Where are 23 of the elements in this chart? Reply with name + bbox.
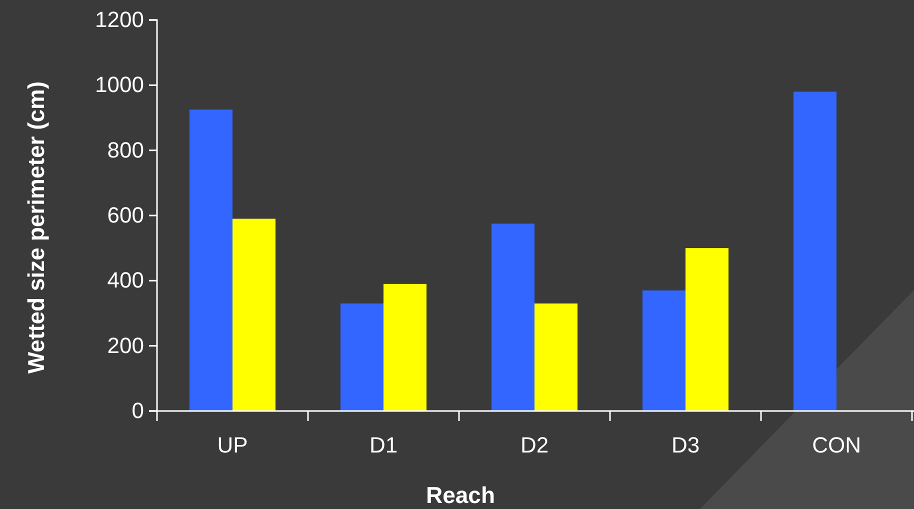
y-tick-label: 200 <box>107 332 144 358</box>
bar <box>492 224 534 411</box>
y-tick-label: 1000 <box>95 72 144 98</box>
bar <box>686 248 728 411</box>
x-tick-label: D1 <box>369 432 398 458</box>
bar <box>642 290 686 411</box>
x-tick-label: D3 <box>671 432 700 458</box>
x-tick-label: UP <box>217 432 248 458</box>
bar <box>384 284 426 411</box>
x-tick-label: D2 <box>520 432 549 458</box>
y-tick-label: 0 <box>132 398 144 424</box>
x-axis-title: Reach <box>426 482 496 508</box>
y-tick-label: 800 <box>107 137 144 162</box>
y-tick-label: 600 <box>107 202 144 228</box>
bar <box>534 303 578 411</box>
y-tick-label: 400 <box>107 268 144 293</box>
y-tick-label: 1200 <box>95 7 144 32</box>
bar <box>794 92 836 411</box>
bar <box>190 110 232 411</box>
bar <box>232 218 276 411</box>
bar <box>340 303 384 411</box>
x-tick-label: CON <box>812 432 861 458</box>
y-axis-title: Wetted size perimeter (cm) <box>23 81 49 374</box>
